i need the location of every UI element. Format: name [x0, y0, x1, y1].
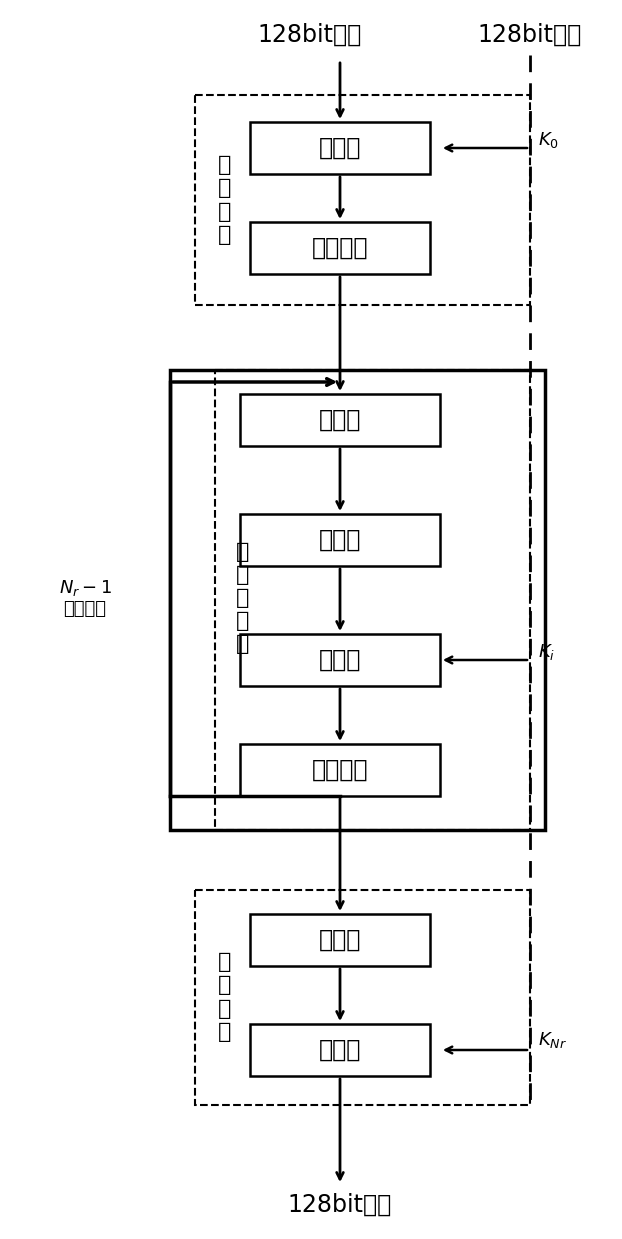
Bar — [250, 1023, 430, 1075]
Text: 128bit密钥: 128bit密钥 — [478, 24, 582, 47]
Bar — [195, 95, 530, 305]
Text: 末
轮
变
换: 末 轮 变 换 — [218, 953, 231, 1042]
Text: 密钥加: 密钥加 — [319, 648, 361, 672]
Text: 128bit明文: 128bit明文 — [258, 24, 362, 47]
Bar — [250, 121, 430, 173]
Text: 列混合: 列混合 — [319, 528, 361, 553]
Text: 行移位: 行移位 — [319, 408, 361, 432]
Bar — [250, 222, 430, 274]
Text: $N_r - 1$
次轮变换: $N_r - 1$ 次轮变换 — [58, 577, 111, 618]
Text: $K_0$: $K_0$ — [538, 130, 559, 150]
Text: 首
轮
变
换: 首 轮 变 换 — [218, 155, 231, 245]
Text: $K_i$: $K_i$ — [538, 642, 555, 662]
Text: 密钥加: 密钥加 — [319, 136, 361, 160]
Bar — [240, 514, 440, 566]
Bar — [195, 890, 530, 1105]
Text: 行移位: 行移位 — [319, 928, 361, 952]
Bar — [240, 394, 440, 446]
Text: 字节替换: 字节替换 — [312, 235, 368, 260]
Bar — [215, 370, 530, 830]
Bar — [240, 634, 440, 686]
Bar — [170, 370, 545, 830]
Text: 密钥加: 密钥加 — [319, 1038, 361, 1062]
Bar — [250, 914, 430, 966]
Text: $K_{Nr}$: $K_{Nr}$ — [538, 1030, 567, 1049]
Text: 128bit密文: 128bit密文 — [288, 1193, 392, 1217]
Text: 字节替换: 字节替换 — [312, 758, 368, 782]
Text: 普
通
轮
变
换: 普 通 轮 变 换 — [236, 541, 249, 654]
Bar — [240, 743, 440, 795]
